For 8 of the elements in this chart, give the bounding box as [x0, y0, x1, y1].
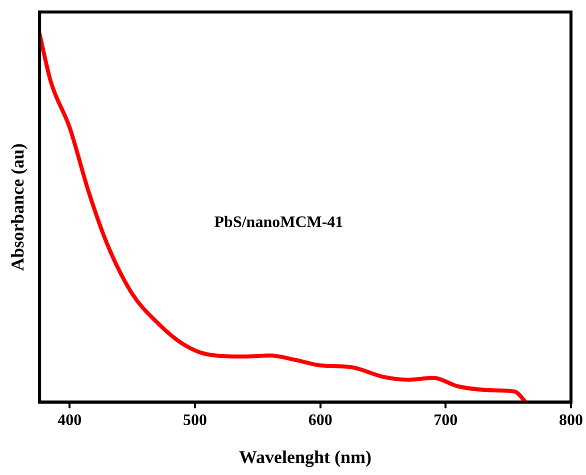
y-axis-title: Absorbance (au) [7, 143, 28, 271]
x-tick-label: 700 [434, 412, 458, 429]
x-tick-label: 800 [559, 412, 583, 429]
x-tick-label: 600 [308, 412, 332, 429]
x-axis-title: Wavelenght (nm) [239, 446, 372, 467]
x-tick-label: 400 [58, 412, 82, 429]
x-tick-label: 500 [183, 412, 208, 429]
annotation: PbS/nanoMCM-41 [214, 214, 344, 231]
